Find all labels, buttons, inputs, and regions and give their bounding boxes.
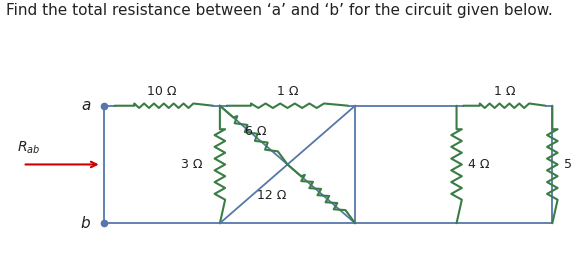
- Text: a: a: [81, 98, 90, 113]
- Text: $R_{ab}$: $R_{ab}$: [17, 140, 40, 156]
- Text: 1 Ω: 1 Ω: [277, 85, 298, 98]
- Text: 4 Ω: 4 Ω: [469, 158, 490, 171]
- Text: 10 Ω: 10 Ω: [147, 85, 177, 98]
- Text: 12 Ω: 12 Ω: [256, 189, 286, 202]
- Text: 5 Ω: 5 Ω: [564, 158, 575, 171]
- Text: Find the total resistance between ‘a’ and ‘b’ for the circuit given below.: Find the total resistance between ‘a’ an…: [6, 3, 553, 18]
- Text: 6 Ω: 6 Ω: [245, 125, 267, 138]
- Text: b: b: [81, 216, 90, 231]
- Text: 3 Ω: 3 Ω: [181, 158, 202, 171]
- Text: 1 Ω: 1 Ω: [494, 85, 515, 98]
